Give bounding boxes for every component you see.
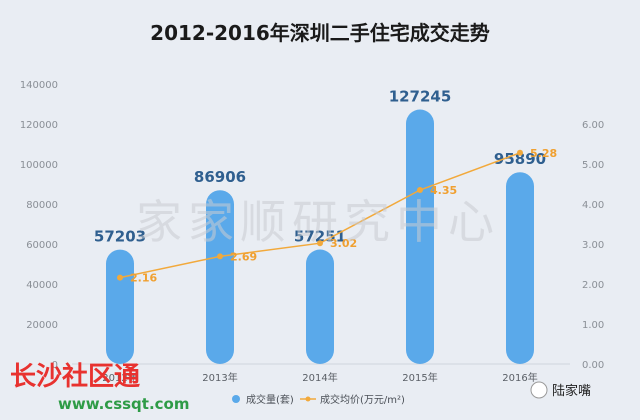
line-value-label: 4.35 — [430, 184, 457, 197]
x-tick-label: 2014年 — [302, 371, 337, 384]
line-point — [317, 240, 323, 247]
watermark-brand: 长沙社区通 — [10, 361, 140, 392]
bar — [106, 249, 134, 364]
x-tick-label: 2013年 — [202, 371, 237, 384]
right-y-tick-label: 1.00 — [582, 320, 604, 331]
right-y-tick-label: 0.00 — [582, 360, 604, 371]
chart-title: 2012-2016年深圳二手住宅成交走势 — [150, 21, 490, 45]
watermark-author-label: 陆家嘴 — [552, 383, 591, 399]
legend-line-label: 成交均价(万元/m²) — [320, 393, 405, 406]
right-y-tick-label: 2.00 — [582, 280, 604, 291]
line-point — [517, 149, 523, 156]
legend: 成交量(套) 成交均价(万元/m²) — [232, 393, 405, 406]
x-tick-label: 2012年 — [102, 371, 137, 384]
x-tick-label: 2016年 — [502, 371, 537, 384]
line-value-label: 2.16 — [130, 272, 157, 285]
bar-series: 57203 86906 57251 127245 95890 — [94, 88, 546, 364]
author-icon — [530, 381, 548, 399]
line-point — [117, 274, 123, 281]
bar-value-label: 127245 — [389, 88, 452, 106]
bar — [506, 172, 534, 364]
line-value-label: 5.28 — [530, 147, 557, 160]
left-y-tick-label: 140000 — [20, 80, 58, 91]
line-point — [217, 253, 223, 260]
left-y-tick-label: 120000 — [20, 120, 58, 131]
right-y-tick-label: 5.00 — [582, 160, 604, 171]
legend-bar-label: 成交量(套) — [246, 393, 294, 406]
right-y-tick-label: 3.00 — [582, 240, 604, 251]
right-y-axis: 0.00 1.00 2.00 3.00 4.00 5.00 6.00 — [582, 120, 604, 371]
watermark-center: 家家顺研究中心 — [136, 195, 500, 249]
bar — [306, 249, 334, 364]
watermark-author: 陆家嘴 — [530, 381, 591, 399]
left-y-tick-label: 80000 — [26, 200, 58, 211]
bar-value-label: 95890 — [494, 150, 546, 168]
right-y-tick-label: 4.00 — [582, 200, 604, 211]
bar — [206, 190, 234, 364]
x-axis: 2012年 2013年 2014年 2015年 2016年 — [72, 363, 570, 384]
left-y-tick-label: 0 — [52, 360, 58, 371]
left-y-axis: 0 20000 40000 60000 80000 100000 120000 140000 — [20, 80, 58, 371]
legend-line-marker — [305, 396, 311, 402]
bar-value-label: 86906 — [194, 168, 246, 186]
watermark-url: www.cssqt.com — [58, 395, 190, 413]
left-y-tick-label: 40000 — [26, 280, 58, 291]
right-y-tick-label: 6.00 — [582, 120, 604, 131]
line-value-label: 2.69 — [230, 250, 257, 263]
line-point — [417, 187, 423, 193]
bar-value-label: 57251 — [294, 227, 346, 245]
left-y-tick-label: 20000 — [26, 320, 58, 331]
line-value-label: 3.02 — [330, 237, 357, 250]
left-y-tick-label: 60000 — [26, 240, 58, 251]
line-series: 2.16 2.69 3.02 4.35 5.28 — [117, 147, 557, 285]
bar — [406, 109, 434, 364]
legend-bar-swatch — [232, 395, 240, 403]
x-tick-label: 2015年 — [402, 371, 437, 384]
left-y-tick-label: 100000 — [20, 160, 58, 171]
bar-value-label: 57203 — [94, 228, 146, 246]
